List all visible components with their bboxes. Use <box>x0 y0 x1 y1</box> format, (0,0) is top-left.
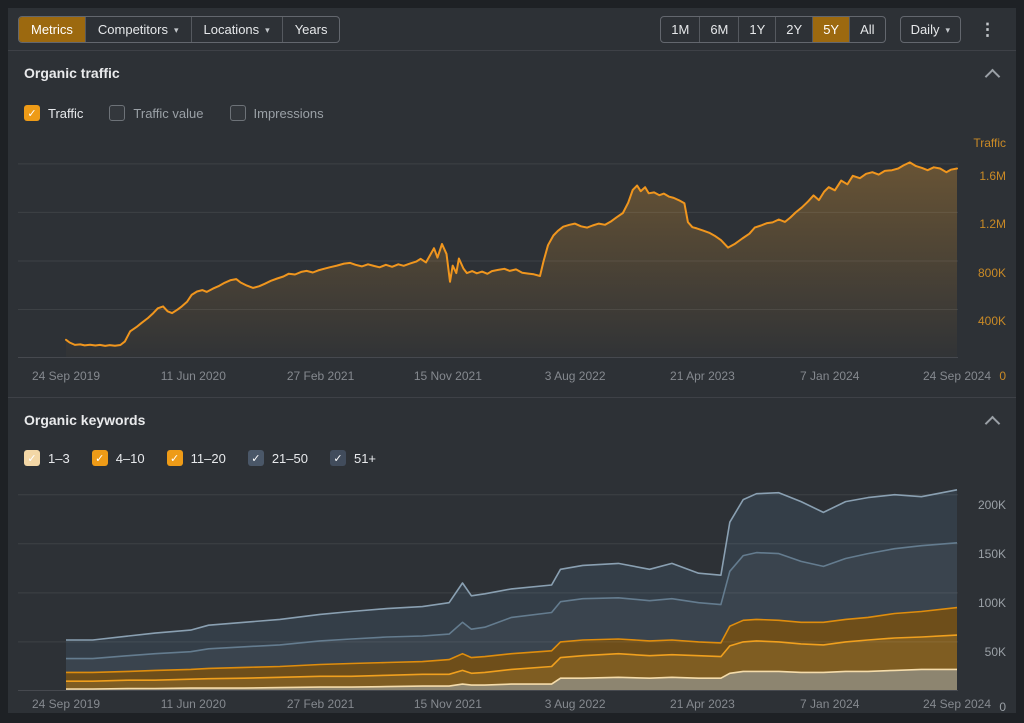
dashboard: Metrics Competitors ▾ Locations ▾ Years 1M 6M 1… <box>8 8 1016 714</box>
checked-checkbox-icon: ✓ <box>24 450 40 466</box>
granularity-label: Daily <box>910 21 940 37</box>
x-axis-label: 3 Aug 2022 <box>544 697 606 711</box>
y-tick-label: 1.6M <box>979 168 1006 183</box>
x-axis-label: 24 Sep 2024 <box>922 369 992 383</box>
locations-button[interactable]: Locations ▾ <box>190 16 282 42</box>
line-4–10 <box>66 634 958 682</box>
checkbox-label: Impressions <box>253 105 324 121</box>
keywords-x-axis: 24 Sep 2019 11 Jun 2020 27 Feb 2021 15 Nov … <box>18 697 991 711</box>
x-axis-label: 11 Jun 2020 <box>160 369 226 383</box>
x-axis-label: 15 Nov 2021 <box>413 697 482 711</box>
keyword-bucket-toggles: ✓ 1–3 ✓ 4–10 ✓ 11–20 ✓ 21–50 ✓ 51+ <box>24 450 376 466</box>
y-tick-label: 800K <box>977 265 1006 280</box>
y-tick-label: 1.2M <box>979 217 1006 232</box>
toolbar-right: 1M 6M 1Y 2Y 5Y All Daily ▾ ⋮ <box>660 15 1000 43</box>
checkbox-label: 4–10 <box>115 450 145 466</box>
checkbox-label: 51+ <box>353 450 377 466</box>
keywords-section-title: Organic keywords <box>24 412 146 428</box>
checkbox-21-50[interactable]: ✓ 21–50 <box>247 450 308 466</box>
x-axis-label: 21 Apr 2023 <box>670 697 735 711</box>
unchecked-checkbox-icon <box>109 105 126 121</box>
kebab-menu-icon[interactable]: ⋮ <box>979 19 996 39</box>
checkbox-impressions[interactable]: Impressions <box>229 105 324 121</box>
unchecked-checkbox-icon <box>229 105 246 121</box>
range-5y-button[interactable]: 5Y <box>812 16 850 42</box>
organic-traffic-section: Organic traffic ✓ Traffic Traffic value Imp… <box>8 50 1016 397</box>
band-1–3 <box>66 669 957 691</box>
checkbox-1-3[interactable]: ✓ 1–3 <box>24 450 70 466</box>
metrics-nav-group: Metrics Competitors ▾ Locations ▾ Years <box>18 15 341 43</box>
x-axis-label: 15 Nov 2021 <box>413 369 482 383</box>
checkbox-label: 11–20 <box>190 450 226 466</box>
keywords-y-axis: 200K 150K 100K 50K 0 <box>958 479 1016 719</box>
metrics-button[interactable]: Metrics <box>19 16 85 42</box>
checked-checkbox-icon: ✓ <box>24 105 40 121</box>
range-6m-button[interactable]: 6M <box>699 16 738 42</box>
collapse-up-icon[interactable] <box>984 68 1001 85</box>
traffic-section-title: Organic traffic <box>24 65 120 81</box>
years-button[interactable]: Years <box>281 16 340 42</box>
checkbox-label: Traffic <box>48 105 84 121</box>
time-range-group: 1M 6M 1Y 2Y 5Y All <box>660 15 886 43</box>
chevron-down-icon: ▾ <box>173 24 179 35</box>
line-11–20 <box>66 606 958 674</box>
collapse-up-icon[interactable] <box>984 415 1001 432</box>
checked-checkbox-icon: ✓ <box>166 450 183 466</box>
traffic-y-axis: Traffic 1.6M 1.2M 800K 400K 0 <box>958 136 1016 386</box>
y-axis-title: Traffic <box>973 136 1006 150</box>
y-zero-label: 0 <box>999 369 1006 383</box>
x-axis-label: 27 Feb 2021 <box>286 369 355 383</box>
line-51+ <box>66 489 958 641</box>
traffic-x-axis: 24 Sep 2019 11 Jun 2020 27 Feb 2021 15 Nov … <box>18 369 991 383</box>
line-21–50 <box>66 542 958 660</box>
checkbox-11-20[interactable]: ✓ 11–20 <box>166 450 226 466</box>
x-axis-label: 7 Jan 2024 <box>800 697 860 711</box>
range-all-button[interactable]: All <box>849 16 884 42</box>
x-axis-label: 3 Aug 2022 <box>544 369 606 383</box>
checkbox-51+[interactable]: ✓ 51+ <box>329 450 377 466</box>
toolbar: Metrics Competitors ▾ Locations ▾ Years 1M 6M 1… <box>8 8 1016 50</box>
checked-checkbox-icon: ✓ <box>91 450 108 466</box>
y-tick-label: 200K <box>977 497 1006 512</box>
traffic-metric-toggles: ✓ Traffic Traffic value Impressions <box>24 105 324 121</box>
checkbox-label: Traffic value <box>133 105 204 121</box>
x-axis-label: 11 Jun 2020 <box>160 697 226 711</box>
line-1–3 <box>66 668 957 690</box>
checked-checkbox-icon: ✓ <box>247 450 264 466</box>
checkbox-traffic[interactable]: ✓ Traffic <box>24 105 83 121</box>
y-tick-label: 50K <box>984 644 1006 659</box>
traffic-area <box>66 162 957 358</box>
x-axis-label: 27 Feb 2021 <box>286 697 355 711</box>
checkbox-label: 21–50 <box>271 450 308 466</box>
organic-keywords-section: Organic keywords ✓ 1–3 ✓ 4–10 ✓ 11–20 ✓ 21–50 ✓ 5… <box>8 397 1016 714</box>
x-axis-label: 21 Apr 2023 <box>670 369 735 383</box>
range-1m-button[interactable]: 1M <box>661 17 699 42</box>
y-tick-label: 400K <box>977 314 1006 329</box>
range-1y-button[interactable]: 1Y <box>738 16 775 42</box>
checkbox-4-10[interactable]: ✓ 4–10 <box>91 450 145 466</box>
x-axis-label: 7 Jan 2024 <box>800 369 860 383</box>
x-axis-label: 24 Sep 2019 <box>31 697 101 711</box>
traffic-line <box>65 161 958 347</box>
x-axis-label: 24 Sep 2024 <box>922 697 992 711</box>
y-tick-label: 100K <box>977 595 1006 610</box>
traffic-chart[interactable] <box>18 136 966 358</box>
chevron-down-icon: ▾ <box>265 24 270 35</box>
x-axis-label: 24 Sep 2019 <box>31 369 101 383</box>
competitors-button[interactable]: Competitors ▾ <box>84 16 191 42</box>
checked-checkbox-icon: ✓ <box>329 450 346 466</box>
checkbox-traffic-value[interactable]: Traffic value <box>109 105 204 121</box>
checkbox-label: 1–3 <box>48 450 70 466</box>
y-tick-label: 150K <box>977 546 1006 561</box>
range-2y-button[interactable]: 2Y <box>775 16 812 42</box>
keywords-chart[interactable] <box>18 479 966 691</box>
granularity-button[interactable]: Daily ▾ <box>899 15 961 43</box>
y-zero-label: 0 <box>999 700 1006 714</box>
chevron-down-icon: ▾ <box>945 24 950 35</box>
